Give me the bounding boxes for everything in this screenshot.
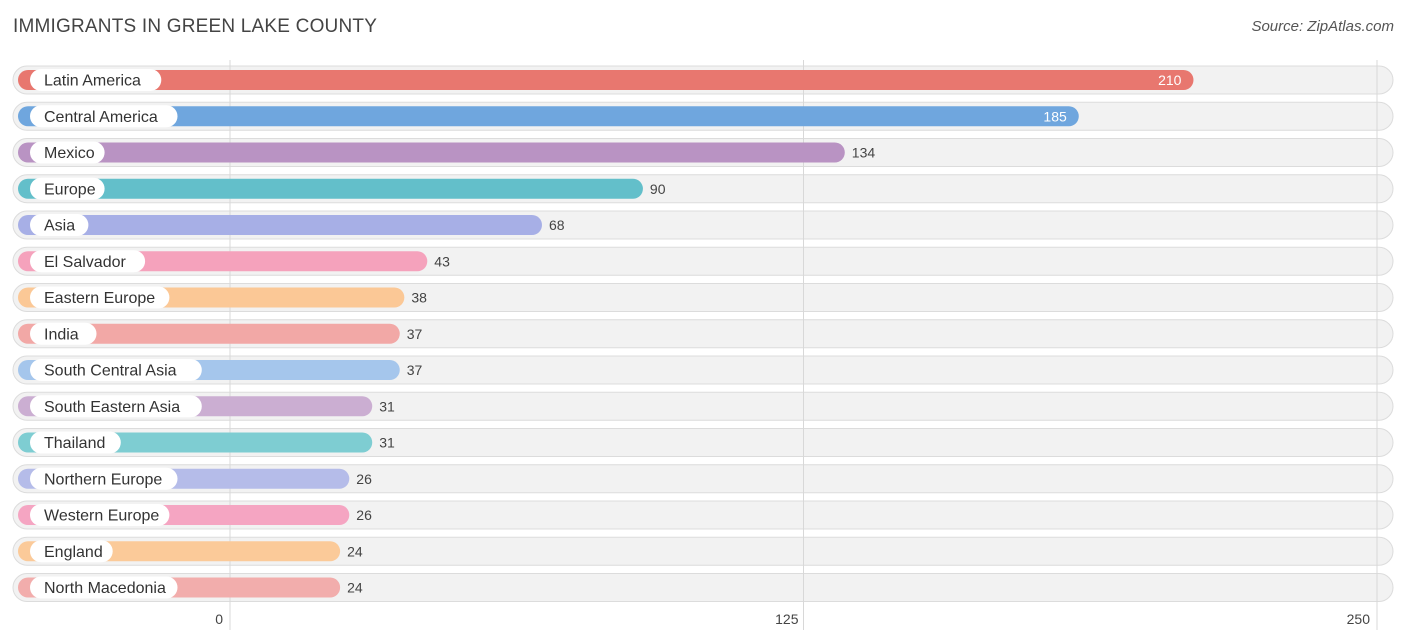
category-label: Latin America — [44, 73, 141, 90]
category-label-pill — [30, 69, 162, 91]
category-label-pill — [30, 540, 113, 563]
category-label: Northern Europe — [44, 471, 162, 488]
category-label: Western Europe — [44, 508, 159, 525]
value-label: 210 — [1158, 72, 1182, 88]
bar-group: Latin America 210 — [18, 69, 1194, 91]
bar-group: Central America 185 — [18, 105, 1079, 128]
value-label: 37 — [407, 326, 423, 342]
category-label: North Macedonia — [44, 580, 166, 597]
value-label: 31 — [379, 435, 395, 451]
bar — [18, 215, 542, 235]
category-label-pill — [30, 105, 178, 128]
bar-group: South Central Asia 37 — [18, 359, 423, 381]
value-label: 134 — [852, 145, 876, 161]
category-label: Asia — [44, 218, 75, 235]
value-label: 26 — [356, 471, 372, 487]
category-label-pill — [30, 359, 202, 381]
row-background — [12, 500, 1394, 530]
row-background — [12, 536, 1394, 566]
value-label: 68 — [549, 217, 565, 233]
category-label: Mexico — [44, 145, 95, 162]
category-label-pill — [30, 250, 146, 273]
category-label-pill — [30, 395, 202, 418]
category-label-pill — [30, 177, 105, 200]
bar-group: Europe 90 — [18, 177, 666, 200]
category-label: Europe — [44, 181, 96, 198]
category-label: Central America — [44, 109, 158, 126]
bar-group: Thailand 31 — [18, 431, 395, 454]
category-label-pill — [30, 467, 178, 490]
value-label: 31 — [379, 398, 395, 414]
category-label: El Salvador — [44, 254, 126, 271]
category-label: Eastern Europe — [44, 290, 155, 307]
bar-group: South Eastern Asia 31 — [18, 395, 395, 418]
row-background — [12, 573, 1394, 602]
category-label: India — [44, 326, 79, 343]
value-label: 37 — [407, 362, 423, 378]
category-label-pill — [30, 504, 170, 526]
category-label: Thailand — [44, 435, 105, 452]
bar-group: Eastern Europe 38 — [18, 286, 427, 309]
x-axis-ticks: 0 125 250 — [215, 611, 1370, 627]
bar — [18, 178, 643, 199]
chart-source: Source: ZipAtlas.com — [1251, 18, 1394, 35]
value-label: 24 — [347, 580, 363, 596]
category-label-pill — [30, 141, 105, 164]
chart-title: IMMIGRANTS IN GREEN LAKE COUNTY — [13, 16, 378, 37]
bars-layer: Latin America 210 Central America 185 Mexico… — [18, 69, 1194, 599]
category-label-pill — [30, 431, 121, 454]
bar-group: England 24 — [18, 540, 363, 563]
bar-group: North Macedonia 24 — [18, 576, 363, 599]
category-label-pill — [30, 214, 89, 236]
bar-group: Western Europe 26 — [18, 504, 372, 526]
x-tick-label: 250 — [1347, 611, 1371, 627]
value-label: 38 — [411, 290, 427, 306]
category-label: England — [44, 544, 103, 561]
value-label: 26 — [356, 507, 372, 523]
bar — [18, 142, 845, 163]
bar-group: Northern Europe 26 — [18, 467, 372, 490]
bar-group: Mexico 134 — [18, 141, 876, 164]
x-tick-label: 125 — [775, 611, 799, 627]
row-background — [12, 464, 1394, 494]
value-label: 185 — [1043, 108, 1067, 124]
category-label: South Central Asia — [44, 363, 177, 380]
bar — [18, 323, 400, 344]
category-label-pill — [30, 322, 97, 345]
value-label: 43 — [434, 253, 450, 269]
bar — [18, 106, 1079, 127]
bar-group: El Salvador 43 — [18, 250, 450, 273]
x-tick-label: 0 — [215, 611, 223, 627]
value-label: 24 — [347, 543, 363, 559]
value-label: 90 — [650, 181, 666, 197]
bar-group: Asia 68 — [18, 214, 565, 236]
bar-group: India 37 — [18, 322, 423, 345]
bar — [18, 70, 1194, 90]
category-label: South Eastern Asia — [44, 399, 180, 416]
category-label-pill — [30, 286, 170, 309]
category-label-pill — [30, 576, 178, 599]
